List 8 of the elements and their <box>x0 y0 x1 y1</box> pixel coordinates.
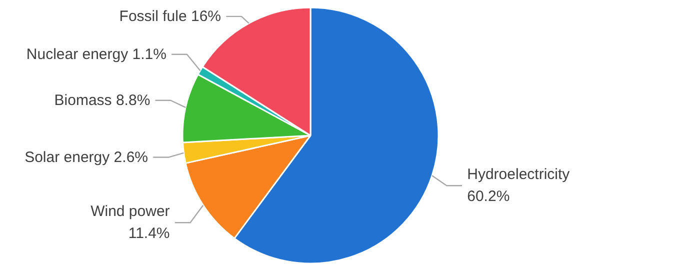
slice-label: Wind power <box>90 203 170 220</box>
slice-label: Biomass 8.8% <box>54 92 150 109</box>
data-label: 11.4% <box>128 225 170 242</box>
slice-label: Nuclear energy 1.1% <box>26 46 166 63</box>
slice-label: Fossil fule 16% <box>119 8 222 25</box>
slice-label: Solar energy 2.6% <box>24 148 148 166</box>
data-label: 60.2% <box>467 188 510 206</box>
slice-label: Hydroelectricity <box>467 166 570 184</box>
